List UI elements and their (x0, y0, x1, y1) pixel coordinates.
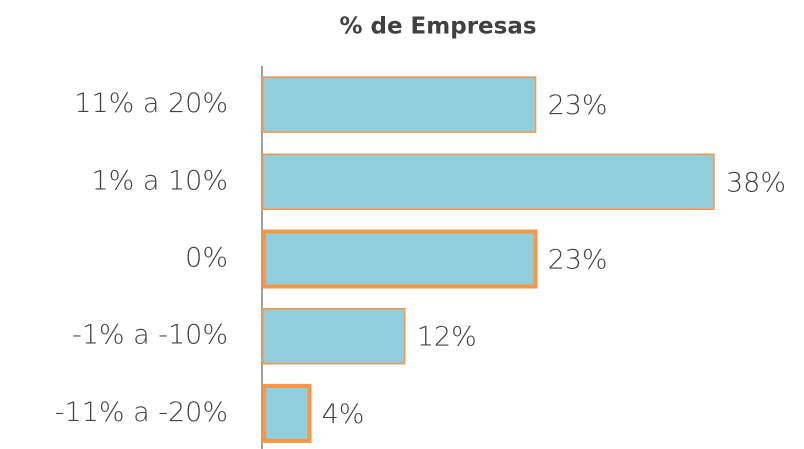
category-label: -11% a -20% (55, 397, 228, 428)
bar (262, 229, 538, 289)
value-label: 23% (548, 90, 608, 121)
value-label: 38% (726, 167, 786, 198)
bar (262, 76, 537, 133)
category-label: 0% (185, 243, 228, 274)
bar (262, 383, 312, 443)
category-label: 1% a 10% (91, 165, 228, 196)
bar (262, 307, 406, 365)
category-label: 11% a 20% (74, 88, 228, 119)
value-label: 4% (322, 399, 365, 430)
bar (262, 153, 715, 211)
chart-title: % de Empresas (339, 14, 536, 40)
category-label: -1% a -10% (72, 320, 228, 351)
value-label: 12% (417, 322, 477, 353)
value-label: 23% (548, 245, 608, 276)
